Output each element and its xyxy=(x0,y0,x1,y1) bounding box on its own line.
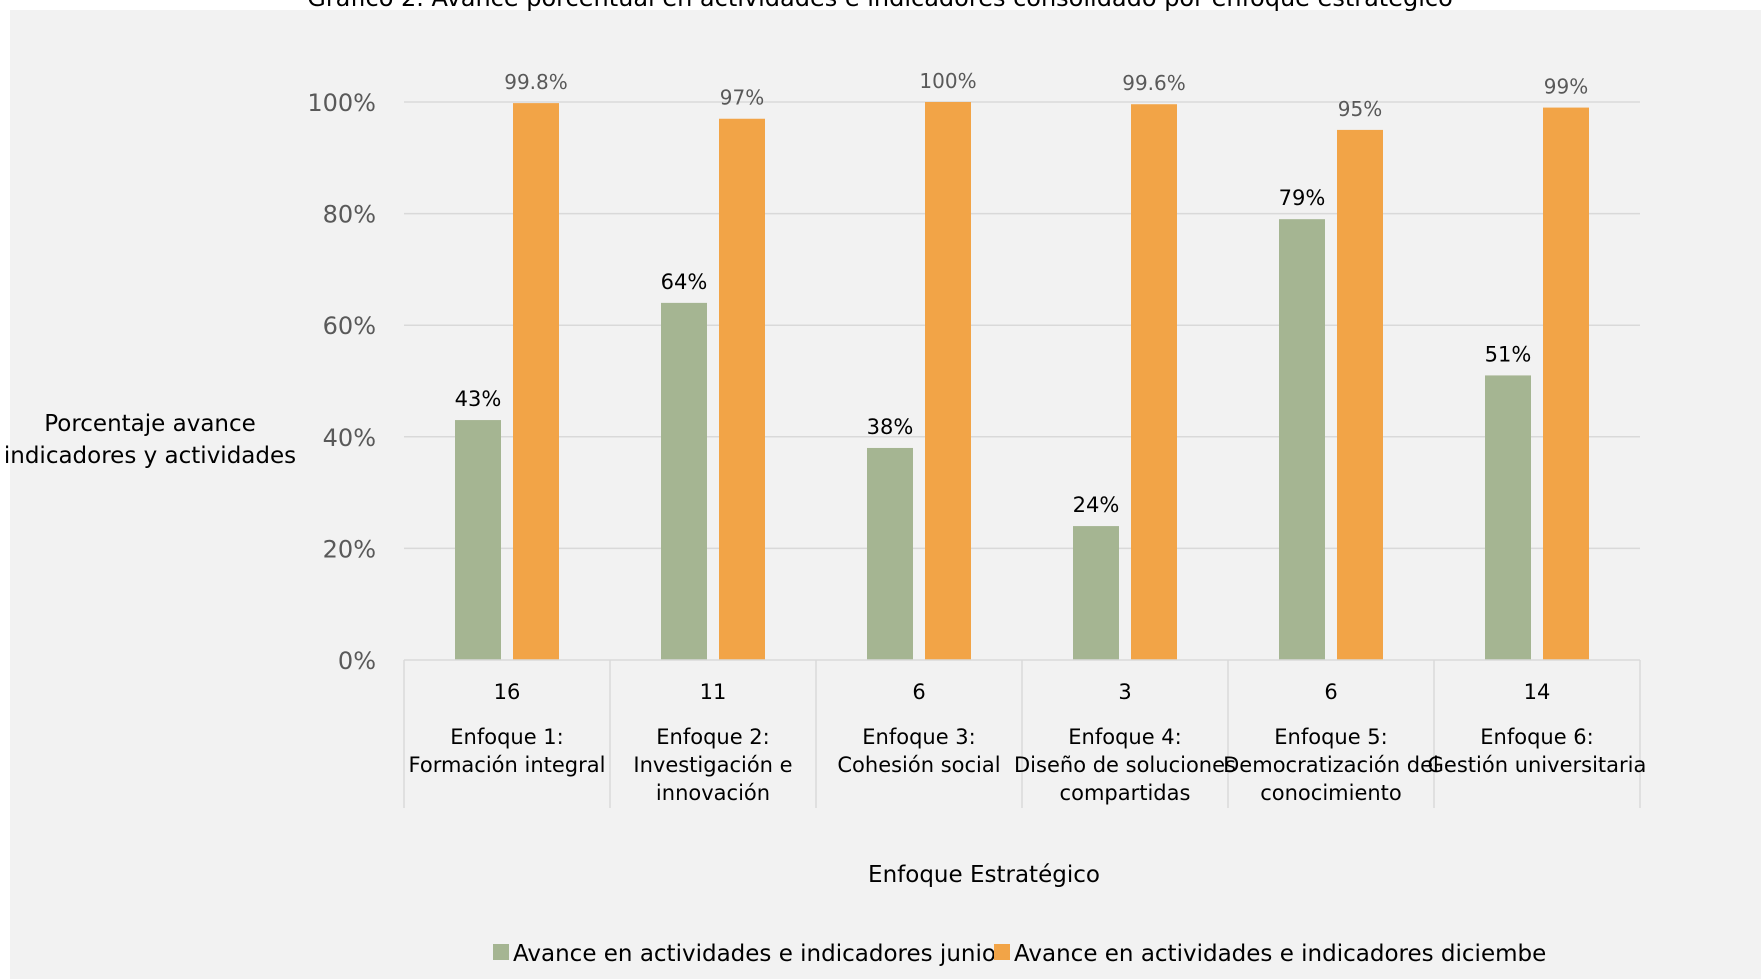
data-label: 38% xyxy=(867,415,914,439)
legend-swatch xyxy=(994,944,1010,960)
data-label: 79% xyxy=(1279,186,1326,210)
category-label-line: Investigación e xyxy=(633,753,792,777)
data-label: 64% xyxy=(661,270,708,294)
category-label-line: conocimiento xyxy=(1260,781,1402,805)
bar-junio xyxy=(455,420,501,660)
category-label-line: Formación integral xyxy=(409,753,606,777)
category-label-line: Enfoque 6: xyxy=(1480,725,1594,749)
chart-title: Gráfico 2. Avance porcentual en activida… xyxy=(307,0,1453,12)
data-label: 99.6% xyxy=(1122,71,1186,95)
category-count-label: 11 xyxy=(700,680,727,704)
y-tick-label: 100% xyxy=(307,89,376,117)
data-label: 43% xyxy=(455,387,502,411)
category-count-label: 3 xyxy=(1118,680,1131,704)
y-axis-title-line: indicadores y actividades xyxy=(4,443,296,469)
legend: Avance en actividades e indicadores juni… xyxy=(493,941,1546,967)
y-axis-title: Porcentaje avance indicadores y actividad… xyxy=(4,411,296,469)
data-label: 24% xyxy=(1073,493,1120,517)
category-label: Enfoque 1: Formación integral xyxy=(409,725,606,777)
bar-diciembre xyxy=(1337,129,1383,660)
category-label: Enfoque 4: Diseño de soluciones compartida… xyxy=(1014,725,1236,805)
category-label-line: Democratización del xyxy=(1223,753,1439,777)
category-count-label: 6 xyxy=(912,680,925,704)
category-count-label: 16 xyxy=(494,680,521,704)
category-label: Enfoque 3: Cohesión social xyxy=(837,725,1000,777)
y-axis-ticks: 0% 20% 40% 60% 80% 100% xyxy=(307,89,376,675)
category-label-line: compartidas xyxy=(1060,781,1191,805)
legend-label: Avance en actividades e indicadores dici… xyxy=(1014,941,1546,967)
data-label: 97% xyxy=(720,86,764,110)
category-count-label: 14 xyxy=(1524,680,1551,704)
y-axis-title-line: Porcentaje avance xyxy=(44,411,256,437)
y-tick-label: 0% xyxy=(338,647,376,675)
category-label-line: Enfoque 5: xyxy=(1274,725,1388,749)
bar-diciembre xyxy=(513,103,559,661)
bar-junio xyxy=(1485,375,1531,660)
bar-diciembre xyxy=(1131,104,1177,661)
bar-diciembre xyxy=(1543,107,1589,660)
legend-swatch xyxy=(493,944,509,960)
y-tick-label: 80% xyxy=(323,201,376,229)
category-label-line: Diseño de soluciones xyxy=(1014,753,1236,777)
data-label: 100% xyxy=(919,69,976,93)
data-labels: 43% 99.8% 64% 97% 38% 100% 24% 99.6% 79% 95% 51% 99… xyxy=(455,69,1589,517)
data-label: 99.8% xyxy=(504,70,568,94)
category-label-line: Enfoque 3: xyxy=(862,725,976,749)
data-label: 99% xyxy=(1544,75,1588,99)
category-label-line: innovación xyxy=(656,781,770,805)
legend-label: Avance en actividades e indicadores juni… xyxy=(513,941,996,967)
gridlines xyxy=(404,101,1640,550)
y-tick-label: 60% xyxy=(323,312,376,340)
category-label: Enfoque 2: Investigación e innovación xyxy=(633,725,792,805)
category-label: Enfoque 6: Gestión universitaria xyxy=(1428,725,1647,777)
bar-junio xyxy=(661,302,707,660)
y-tick-label: 20% xyxy=(323,535,376,563)
category-label-line: Enfoque 1: xyxy=(450,725,564,749)
bar-diciembre xyxy=(719,118,765,661)
x-axis-title: Enfoque Estratégico xyxy=(868,862,1100,888)
bar-junio xyxy=(1073,526,1119,660)
category-label-line: Enfoque 4: xyxy=(1068,725,1182,749)
y-tick-label: 40% xyxy=(323,424,376,452)
bar-diciembre xyxy=(925,102,971,660)
x-axis: 16 Enfoque 1: Formación integral 11 Enfoque … xyxy=(403,659,1647,808)
data-label: 51% xyxy=(1485,342,1532,366)
category-label: Enfoque 5: Democratización del conocimient… xyxy=(1223,725,1439,805)
category-label-line: Cohesión social xyxy=(837,753,1000,777)
bar-junio xyxy=(867,447,913,660)
bars xyxy=(455,102,1589,661)
data-label: 95% xyxy=(1338,97,1382,121)
bar-junio xyxy=(1279,219,1325,660)
category-label-line: Gestión universitaria xyxy=(1428,753,1647,777)
category-count-label: 6 xyxy=(1324,680,1337,704)
category-label-line: Enfoque 2: xyxy=(656,725,770,749)
